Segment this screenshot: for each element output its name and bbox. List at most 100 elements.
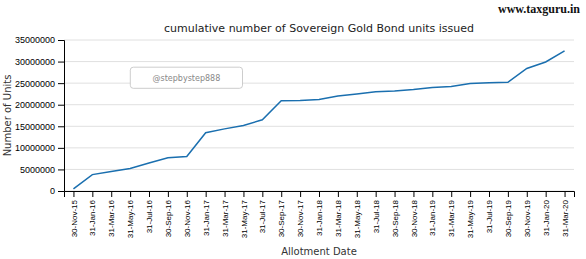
- y-tick-label: 25000000: [15, 79, 55, 89]
- x-tick-mark: [130, 191, 131, 197]
- x-tick: 31-Jan-20: [542, 191, 551, 236]
- x-axis-title: Allotment Date: [281, 246, 357, 257]
- x-tick-label: 30-Nov-18: [410, 199, 419, 237]
- x-tick-mark: [92, 191, 93, 197]
- x-tick: 31-Jul-18: [372, 191, 381, 233]
- y-tick-label: 5000000: [20, 165, 55, 175]
- x-tick-label: 30-Nov-16: [183, 199, 192, 237]
- handle-box-frame: [130, 67, 242, 88]
- x-tick: 31-May-17: [240, 191, 249, 238]
- x-tick-label: 31-Jan-19: [428, 199, 437, 236]
- x-tick: 31-Jul-17: [258, 191, 267, 233]
- y-tick-mark: [58, 40, 64, 41]
- x-tick: 30-Nov-16: [183, 191, 192, 237]
- x-tick-mark: [338, 191, 339, 197]
- x-tick-label: 30-Sep-18: [391, 199, 400, 237]
- y-tick-label: 30000000: [15, 57, 55, 67]
- x-tick-label: 30-Nov-19: [523, 199, 532, 237]
- x-tick-mark: [376, 191, 377, 197]
- y-tick-mark: [58, 83, 64, 84]
- grid-line: [64, 40, 574, 41]
- plot-area: 0 5000000 10000000 15000000 20000000 25000000…: [15, 35, 575, 238]
- x-tick-label: 31-Mar-19: [447, 199, 456, 236]
- x-tick-label: 30-Sep-19: [504, 199, 513, 237]
- y-axis-title: Number of Units: [2, 75, 13, 157]
- y-tick: 20000000: [15, 100, 64, 110]
- y-tick-label: 15000000: [15, 122, 55, 132]
- x-tick-mark: [319, 191, 320, 197]
- x-tick-label: 31-Mar-17: [221, 199, 230, 236]
- x-tick-mark: [281, 191, 282, 197]
- x-tick-label: 30-Sep-17: [277, 199, 286, 237]
- y-tick: 15000000: [15, 122, 64, 132]
- grid-line: [64, 61, 574, 62]
- watermark: www.taxguru.in: [498, 2, 580, 16]
- x-tick-mark: [149, 191, 150, 197]
- title: cumulative number of Sovereign Gold Bond…: [164, 22, 474, 35]
- x-tick: 31-Jan-16: [88, 191, 97, 236]
- x-tick: 31-May-19: [466, 191, 475, 238]
- x-tick-mark: [546, 191, 547, 197]
- x-tick-mark: [565, 191, 566, 197]
- y-tick: 10000000: [15, 143, 64, 153]
- x-tick-label: 30-Nov-17: [296, 199, 305, 237]
- y-tick: 0: [50, 186, 64, 196]
- x-tick: 30-Nov-18: [410, 191, 419, 237]
- x-tick-label: 30-Sep-16: [164, 199, 173, 237]
- grid: [64, 40, 574, 191]
- handle: @stepbystep888: [153, 74, 221, 83]
- x-tick-label: 31-Mar-20: [561, 199, 570, 236]
- x-tick: 30-Nov-15: [70, 191, 79, 237]
- y-tick: 30000000: [15, 57, 64, 67]
- y-tick-mark: [58, 105, 64, 106]
- x-tick-mark: [508, 191, 509, 197]
- line: [73, 51, 564, 189]
- x-tick-label: 31-Mar-16: [107, 199, 116, 236]
- x-tick: 30-Sep-18: [391, 191, 400, 237]
- x-tick-mark: [395, 191, 396, 197]
- chart: 0 5000000 10000000 15000000 20000000 25000000…: [0, 0, 586, 259]
- y-tick-mark: [58, 126, 64, 127]
- x-tick: 31-May-18: [353, 191, 362, 238]
- x-tick-label: 31-Mar-18: [334, 199, 343, 236]
- x-tick-mark: [73, 191, 74, 197]
- y-tick-label: 10000000: [15, 143, 55, 153]
- x-tick-label: 31-Jan-20: [542, 199, 551, 236]
- y-tick: 5000000: [20, 165, 64, 175]
- x-tick: 31-Mar-19: [447, 191, 456, 237]
- x-tick-mark: [470, 191, 471, 197]
- grid-line: [64, 147, 574, 148]
- x-tick: 30-Sep-19: [504, 191, 513, 237]
- x-tick: 31-May-16: [126, 191, 135, 238]
- y-tick: 25000000: [15, 79, 64, 89]
- y-tick-mark: [58, 148, 64, 149]
- x-tick-label: 31-Jan-18: [315, 199, 324, 236]
- x-tick-label: 31-Jan-17: [202, 199, 211, 236]
- x-tick: 31-Jul-19: [485, 191, 494, 233]
- x-axis-line: [65, 192, 575, 198]
- y-tick-mark: [58, 62, 64, 63]
- y-axis-line: [58, 41, 65, 192]
- x-tick: 30-Sep-16: [164, 191, 173, 237]
- x-axis: 30-Nov-15 31-Jan-16 31-Mar-16 31-May-16 31-J…: [65, 191, 575, 238]
- x-tick-mark: [489, 191, 490, 197]
- grid-line: [64, 126, 574, 127]
- x-tick-mark: [187, 191, 188, 197]
- x-tick-label: 31-Jul-16: [145, 199, 154, 233]
- x-tick-mark: [413, 191, 414, 197]
- y-tick-mark: [58, 169, 64, 170]
- marks: [73, 51, 564, 189]
- x-tick-mark: [168, 191, 169, 197]
- x-tick-mark: [225, 191, 226, 197]
- x-tick: 31-Mar-17: [221, 191, 230, 237]
- x-tick-label: 30-Nov-15: [70, 199, 79, 237]
- x-tick-mark: [357, 191, 358, 197]
- handle-box: @stepbystep888: [130, 67, 242, 88]
- x-tick: 31-Jan-18: [315, 191, 324, 236]
- x-tick: 31-Jan-19: [428, 191, 437, 236]
- x-tick-label: 31-Jul-18: [372, 199, 381, 233]
- x-tick-mark: [300, 191, 301, 197]
- x-tick-mark: [243, 191, 244, 197]
- x-tick-mark: [262, 191, 263, 197]
- x-tick-mark: [111, 191, 112, 197]
